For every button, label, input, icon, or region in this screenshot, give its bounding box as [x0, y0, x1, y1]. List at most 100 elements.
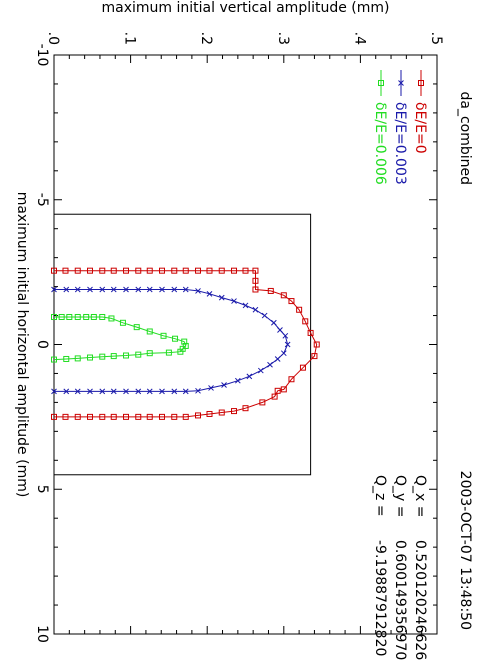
boundary-box	[53, 213, 312, 476]
legend-marker	[398, 80, 404, 86]
data-point	[280, 292, 287, 299]
data-point	[135, 388, 142, 395]
data-point	[74, 286, 81, 293]
data-point	[74, 355, 81, 362]
data-point	[99, 286, 106, 293]
data-point	[133, 324, 140, 331]
tune-annotations: Q_x = 0.520120246626 Q_y = 0.600149356970 Q_…	[372, 475, 428, 660]
data-point	[51, 356, 57, 363]
data-point	[110, 353, 117, 360]
data-point	[99, 353, 106, 360]
data-point	[51, 313, 57, 320]
data-point	[146, 267, 153, 274]
data-point	[87, 388, 93, 395]
data-point	[218, 409, 225, 416]
data-point	[234, 377, 241, 384]
data-point	[206, 267, 213, 274]
data-point	[252, 306, 259, 313]
data-point	[135, 351, 142, 358]
data-point	[123, 267, 130, 274]
y-tick-label: .3	[275, 32, 291, 45]
data-point	[296, 306, 303, 313]
data-point	[282, 332, 289, 339]
data-point	[74, 388, 81, 395]
data-point	[160, 332, 167, 339]
data-point	[302, 318, 309, 325]
data-point	[171, 267, 178, 274]
x-tick-label: 10	[34, 625, 50, 643]
data-point	[195, 288, 201, 294]
data-point	[307, 329, 314, 336]
data-point	[146, 286, 153, 293]
data-point	[135, 267, 142, 274]
data-point	[221, 382, 227, 388]
data-point	[288, 376, 295, 383]
data-point	[171, 413, 178, 420]
data-point	[90, 313, 97, 320]
data-point	[177, 348, 184, 355]
y-tick-label: .0	[45, 32, 61, 45]
data-point	[99, 313, 106, 320]
data-point	[171, 286, 178, 293]
data-point	[110, 413, 117, 420]
data-point	[165, 349, 172, 356]
timestamp: 2003-OCT-07 13:48:50	[457, 471, 473, 630]
x-tick-label: 5	[34, 485, 50, 494]
annotation-label: Q_x =	[412, 475, 428, 518]
data-point	[218, 294, 225, 301]
y-tick-label: .2	[198, 32, 214, 45]
data-point	[313, 341, 320, 348]
data-point	[110, 286, 117, 293]
data-point	[51, 267, 57, 274]
data-point	[63, 355, 70, 362]
data-point	[288, 298, 295, 305]
data-point	[51, 388, 57, 395]
data-point	[99, 267, 106, 274]
data-point	[267, 361, 273, 368]
series-2	[51, 313, 189, 363]
data-point	[172, 335, 179, 342]
data-point	[146, 350, 153, 357]
series-line	[54, 289, 289, 392]
data-point	[231, 267, 238, 274]
data-point	[87, 267, 94, 274]
data-point	[271, 393, 278, 400]
data-point	[146, 413, 153, 420]
series-layer	[51, 267, 320, 420]
series-line	[54, 270, 318, 418]
data-point	[242, 405, 249, 412]
data-point	[51, 413, 57, 420]
data-point	[87, 413, 94, 420]
data-point	[259, 399, 266, 406]
data-point	[252, 277, 259, 284]
data-point	[58, 313, 65, 320]
annotation-value: -9.19887912820	[372, 540, 388, 656]
data-point	[195, 412, 202, 419]
chart-title: da_combined	[457, 91, 473, 185]
data-point	[74, 267, 81, 274]
data-point	[123, 286, 129, 293]
data-point	[62, 413, 69, 420]
data-point	[87, 354, 94, 361]
data-point	[242, 302, 249, 309]
data-point	[110, 267, 117, 274]
data-point	[270, 319, 277, 326]
data-point	[146, 388, 153, 395]
data-point	[171, 388, 178, 395]
data-point	[252, 286, 259, 293]
data-point	[182, 267, 189, 274]
data-point	[66, 313, 73, 320]
annotation-label: Q_y =	[392, 475, 408, 518]
x-tick-label: -5	[34, 193, 50, 207]
data-point	[246, 373, 253, 380]
data-point	[135, 286, 142, 293]
data-point	[146, 328, 153, 335]
data-point	[159, 267, 166, 274]
annotation-value: 0.520120246626	[412, 540, 428, 660]
series-0	[51, 267, 320, 420]
data-point	[159, 286, 165, 293]
data-point	[63, 388, 70, 395]
data-point	[261, 312, 268, 319]
data-point	[242, 267, 249, 274]
